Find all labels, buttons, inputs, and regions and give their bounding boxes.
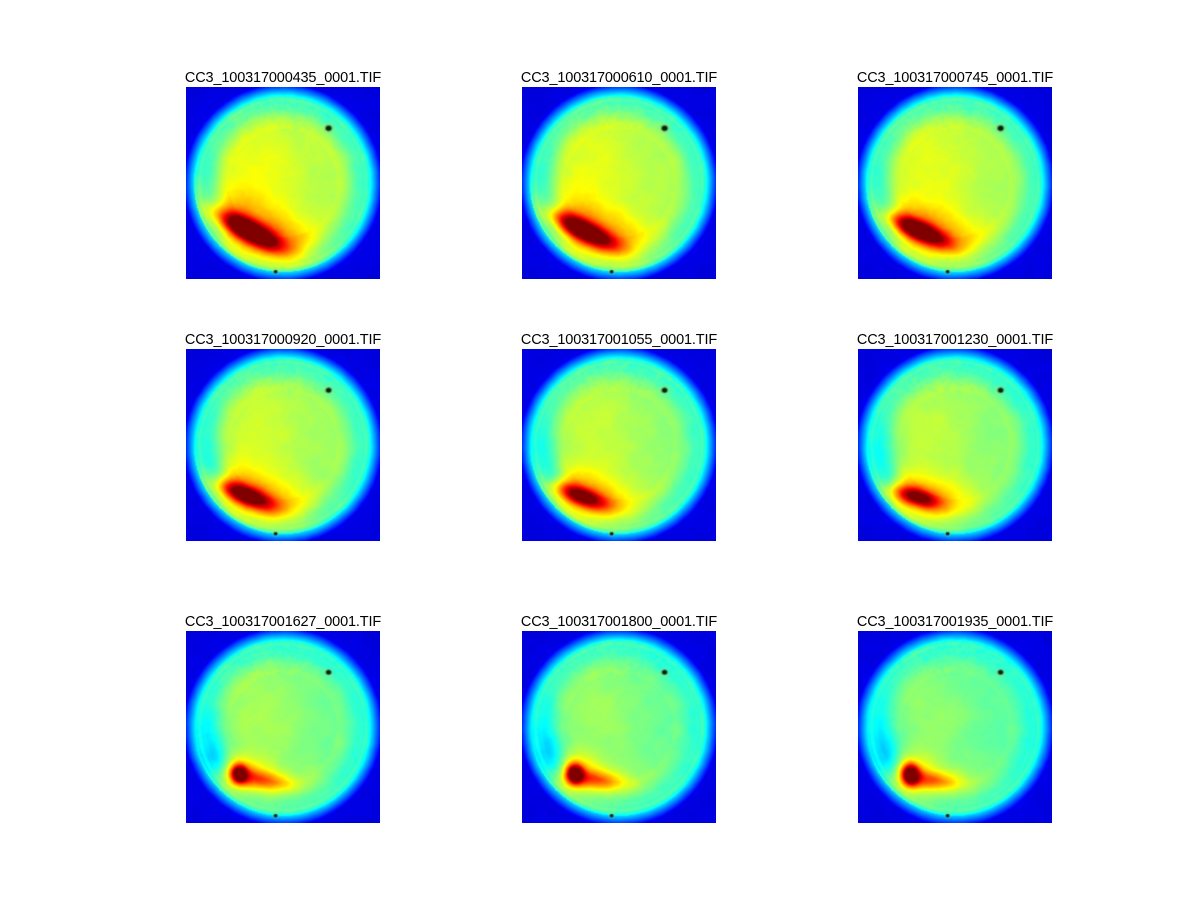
thermal-image xyxy=(858,631,1052,823)
thermal-image xyxy=(186,631,380,823)
thermal-image xyxy=(186,349,380,541)
panel-title: CC3_100317000745_0001.TIF xyxy=(856,70,1054,86)
panel-title: CC3_100317001627_0001.TIF xyxy=(184,614,382,630)
image-panel: CC3_100317000435_0001.TIF xyxy=(185,70,381,279)
thermal-image-axes xyxy=(522,349,716,541)
thermal-image-axes xyxy=(186,631,380,823)
image-panel: CC3_100317001055_0001.TIF xyxy=(521,332,717,541)
thermal-image xyxy=(858,87,1052,279)
image-panel: CC3_100317001627_0001.TIF xyxy=(185,614,381,823)
thermal-image xyxy=(186,87,380,279)
image-panel: CC3_100317001800_0001.TIF xyxy=(521,614,717,823)
panel-title: CC3_100317001800_0001.TIF xyxy=(520,614,718,630)
image-panel: CC3_100317000920_0001.TIF xyxy=(185,332,381,541)
thermal-image xyxy=(858,349,1052,541)
panel-title: CC3_100317000920_0001.TIF xyxy=(184,332,382,348)
image-panel: CC3_100317001230_0001.TIF xyxy=(857,332,1053,541)
thermal-image-axes xyxy=(522,631,716,823)
thermal-image xyxy=(522,631,716,823)
thermal-image-axes xyxy=(522,87,716,279)
thermal-image-axes xyxy=(186,349,380,541)
image-panel: CC3_100317000745_0001.TIF xyxy=(857,70,1053,279)
panel-title: CC3_100317001055_0001.TIF xyxy=(520,332,718,348)
thermal-image-axes xyxy=(186,87,380,279)
image-panel: CC3_100317001935_0001.TIF xyxy=(857,614,1053,823)
panel-title: CC3_100317001230_0001.TIF xyxy=(856,332,1054,348)
thermal-image-axes xyxy=(858,631,1052,823)
thermal-image-axes xyxy=(858,87,1052,279)
panel-title: CC3_100317000435_0001.TIF xyxy=(184,70,382,86)
panel-title: CC3_100317000610_0001.TIF xyxy=(520,70,718,86)
panel-title: CC3_100317001935_0001.TIF xyxy=(856,614,1054,630)
thermal-image-axes xyxy=(858,349,1052,541)
thermal-image xyxy=(522,349,716,541)
image-panel: CC3_100317000610_0001.TIF xyxy=(521,70,717,279)
thermal-image xyxy=(522,87,716,279)
